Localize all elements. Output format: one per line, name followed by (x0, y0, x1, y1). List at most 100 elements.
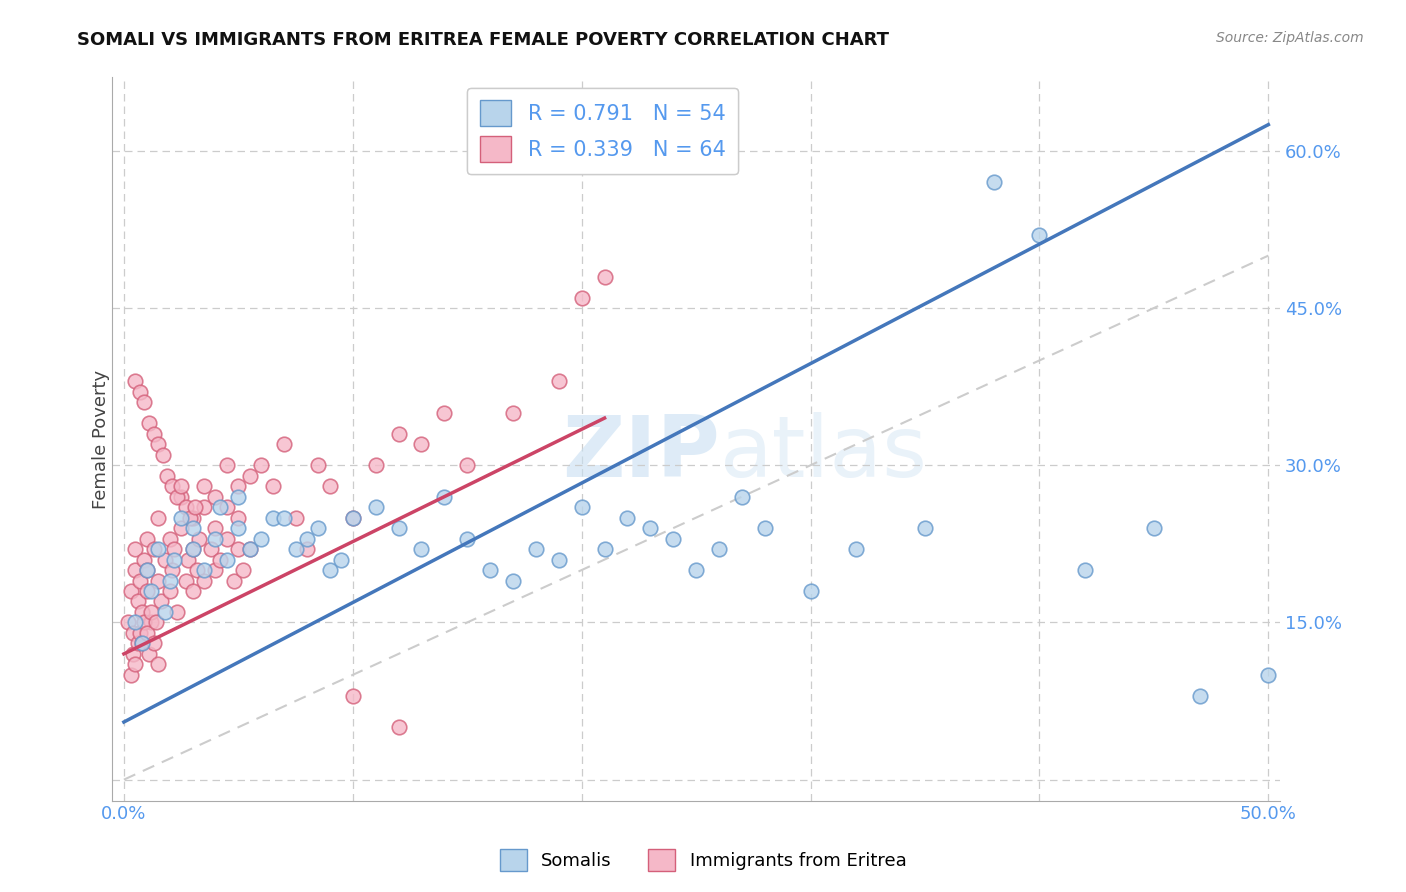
Point (456, 458, 478, 473)
Point (145, 615, 167, 630)
Point (135, 563, 157, 577)
Point (163, 552, 186, 566)
Point (502, 574, 524, 588)
Point (177, 552, 200, 566)
Point (160, 479, 183, 493)
Point (186, 563, 208, 577)
Point (284, 542, 307, 557)
Point (163, 542, 186, 557)
Point (411, 437, 433, 451)
Point (184, 500, 207, 515)
Text: atlas: atlas (720, 412, 928, 495)
Point (134, 615, 156, 630)
Point (148, 510, 170, 524)
Point (141, 584, 163, 599)
Point (131, 605, 153, 619)
Point (142, 636, 165, 650)
Point (131, 636, 153, 650)
Point (204, 521, 226, 535)
Point (262, 510, 284, 524)
Point (127, 594, 149, 608)
Point (593, 542, 616, 557)
Point (845, 542, 868, 557)
Point (135, 584, 157, 599)
Point (228, 479, 250, 493)
Point (616, 510, 638, 524)
Point (208, 500, 231, 515)
Point (342, 689, 364, 703)
Point (364, 500, 387, 515)
Point (330, 552, 353, 566)
Point (524, 542, 547, 557)
Point (131, 636, 153, 650)
Point (181, 542, 204, 557)
Point (411, 542, 433, 557)
Point (141, 605, 163, 619)
Point (295, 532, 318, 546)
Point (215, 552, 238, 566)
Point (273, 437, 295, 451)
Point (215, 458, 238, 473)
Point (433, 490, 456, 504)
Point (1028, 227, 1050, 242)
Point (1257, 668, 1279, 682)
Point (204, 532, 226, 546)
Point (433, 406, 456, 420)
Point (174, 500, 197, 515)
Point (166, 490, 188, 504)
Point (129, 626, 152, 640)
Point (228, 490, 250, 504)
Point (571, 500, 593, 515)
Point (124, 615, 146, 630)
Point (174, 574, 197, 588)
Point (250, 532, 273, 546)
Point (1143, 521, 1166, 535)
Point (179, 510, 201, 524)
Point (239, 468, 262, 483)
Point (800, 584, 823, 599)
Point (134, 395, 156, 409)
Point (342, 510, 364, 524)
Point (204, 490, 226, 504)
Point (141, 615, 163, 630)
Point (262, 479, 284, 493)
Point (124, 542, 146, 557)
Point (239, 542, 262, 557)
Point (124, 375, 146, 389)
Point (159, 574, 181, 588)
Point (640, 521, 662, 535)
Point (387, 720, 409, 734)
Point (707, 542, 730, 557)
Point (124, 563, 146, 577)
Point (170, 510, 193, 524)
Point (181, 542, 204, 557)
Point (571, 291, 593, 305)
Point (284, 510, 307, 524)
Point (228, 521, 250, 535)
Point (200, 542, 222, 557)
Point (364, 458, 387, 473)
Point (129, 574, 152, 588)
Point (319, 479, 342, 493)
Point (138, 417, 160, 431)
Point (685, 563, 707, 577)
Point (250, 458, 273, 473)
Point (215, 500, 238, 515)
Point (148, 437, 170, 451)
Point (134, 552, 156, 566)
Point (295, 542, 318, 557)
Point (153, 552, 176, 566)
Point (193, 500, 215, 515)
Point (142, 426, 165, 441)
Point (166, 605, 188, 619)
Point (122, 647, 145, 661)
Point (160, 563, 183, 577)
Point (193, 574, 215, 588)
Point (387, 521, 409, 535)
Point (153, 605, 176, 619)
Point (232, 563, 254, 577)
Point (547, 375, 569, 389)
Point (215, 532, 238, 546)
Point (170, 490, 193, 504)
Point (138, 647, 160, 661)
